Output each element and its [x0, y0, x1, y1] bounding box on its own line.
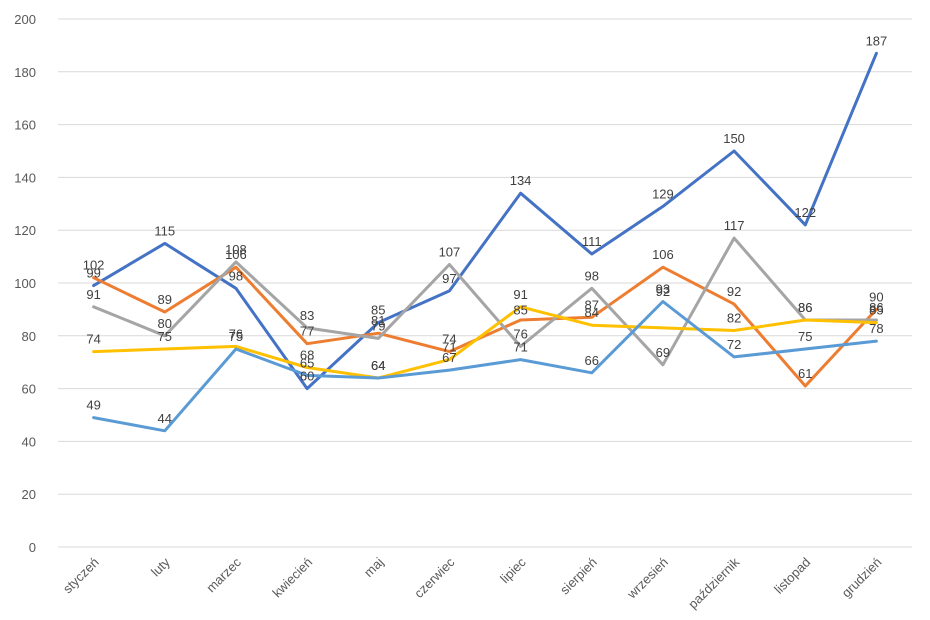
gridlines	[58, 18, 912, 548]
data-label: 107	[439, 245, 461, 260]
data-label: 69	[656, 345, 670, 360]
x-tick-label: październik	[685, 554, 742, 611]
x-tick-label: marzec	[203, 554, 244, 595]
data-label: 106	[652, 247, 674, 262]
data-label: 44	[158, 411, 172, 426]
data-label: 87	[585, 297, 599, 312]
data-label: 99	[86, 266, 100, 281]
data-label: 122	[794, 205, 816, 220]
y-axis-tick-labels: 0 20 40 60 80 100 120 140 160 180 200	[14, 12, 36, 555]
data-label: 85	[869, 303, 883, 318]
data-label: 71	[442, 340, 456, 355]
y-tick-label: 80	[22, 329, 36, 344]
data-label: 76	[229, 326, 243, 341]
data-label: 49	[86, 398, 100, 413]
data-label: 78	[869, 321, 883, 336]
y-tick-label: 40	[22, 434, 36, 449]
data-label: 86	[869, 300, 883, 315]
x-tick-label: czerwiec	[411, 554, 458, 601]
data-label: 91	[86, 287, 100, 302]
data-label: 129	[652, 186, 674, 201]
data-label: 68	[300, 347, 314, 362]
data-label: 72	[727, 337, 741, 352]
data-label: 106	[225, 247, 247, 262]
data-label: 91	[513, 287, 527, 302]
data-label: 89	[158, 292, 172, 307]
data-label: 150	[723, 131, 745, 146]
data-label: 65	[300, 355, 314, 370]
data-label: 111	[582, 234, 602, 249]
x-axis-tick-labels: styczeń luty marzec kwiecień maj czerwiec lipi…	[60, 554, 885, 611]
data-label: 93	[656, 281, 670, 296]
x-tick-label: luty	[148, 554, 173, 579]
data-label: 77	[300, 324, 314, 339]
data-label: 97	[442, 271, 456, 286]
data-label: 81	[371, 313, 385, 328]
data-label: 92	[727, 284, 741, 299]
y-tick-label: 180	[14, 65, 36, 80]
x-tick-label: styczeń	[60, 555, 102, 597]
data-label: 75	[229, 329, 243, 344]
data-label: 75	[798, 329, 812, 344]
data-label: 108	[225, 242, 247, 257]
y-tick-label: 120	[14, 223, 36, 238]
data-label: 60	[300, 369, 314, 384]
data-label: 79	[371, 318, 385, 333]
data-label: 80	[158, 316, 172, 331]
data-label: 117	[724, 218, 745, 233]
data-label: 84	[585, 305, 599, 320]
series-lines	[92, 51, 878, 433]
x-tick-label: lipiec	[497, 554, 529, 586]
data-label: 85	[513, 303, 527, 318]
x-tick-label: listopad	[771, 555, 813, 597]
data-labels: 99 115 98 60 85 97 134 111 129 150 122 187 102 89 106 7…	[83, 33, 888, 426]
data-label: 66	[585, 353, 599, 368]
data-label: 90	[869, 289, 883, 304]
x-tick-label: kwiecień	[269, 555, 315, 601]
data-label: 187	[866, 33, 888, 48]
x-tick-label: wrzesień	[623, 555, 671, 603]
data-label: 83	[300, 308, 314, 323]
y-tick-label: 0	[29, 540, 36, 555]
x-tick-label: maj	[361, 554, 386, 579]
series-line	[92, 300, 878, 433]
data-label: 86	[798, 300, 812, 315]
y-tick-label: 60	[22, 382, 36, 397]
x-tick-label: grudzień	[839, 555, 885, 601]
data-label: 115	[154, 223, 175, 238]
y-tick-label: 140	[14, 170, 36, 185]
data-label: 76	[513, 326, 527, 341]
data-label: 102	[83, 258, 105, 273]
y-tick-label: 100	[14, 276, 36, 291]
data-label: 82	[727, 311, 741, 326]
y-tick-label: 200	[14, 12, 36, 27]
data-label: 134	[510, 173, 532, 188]
data-label: 98	[229, 268, 243, 283]
y-tick-label: 20	[22, 487, 36, 502]
data-label: 64	[371, 358, 385, 373]
series-line	[92, 236, 878, 367]
x-tick-label: sierpień	[557, 555, 600, 598]
data-label: 85	[371, 303, 385, 318]
series-line	[92, 305, 878, 380]
data-label: 98	[585, 268, 599, 283]
data-label: 67	[442, 350, 456, 365]
data-label: 71	[513, 340, 527, 355]
data-label: 92	[656, 284, 670, 299]
data-label: 64	[371, 358, 385, 373]
series-line	[92, 51, 878, 391]
y-tick-label: 160	[14, 118, 36, 133]
data-label: 75	[158, 329, 172, 344]
data-label: 86	[798, 300, 812, 315]
data-label: 61	[798, 366, 812, 381]
data-label: 74	[442, 332, 456, 347]
data-label: 74	[86, 332, 100, 347]
